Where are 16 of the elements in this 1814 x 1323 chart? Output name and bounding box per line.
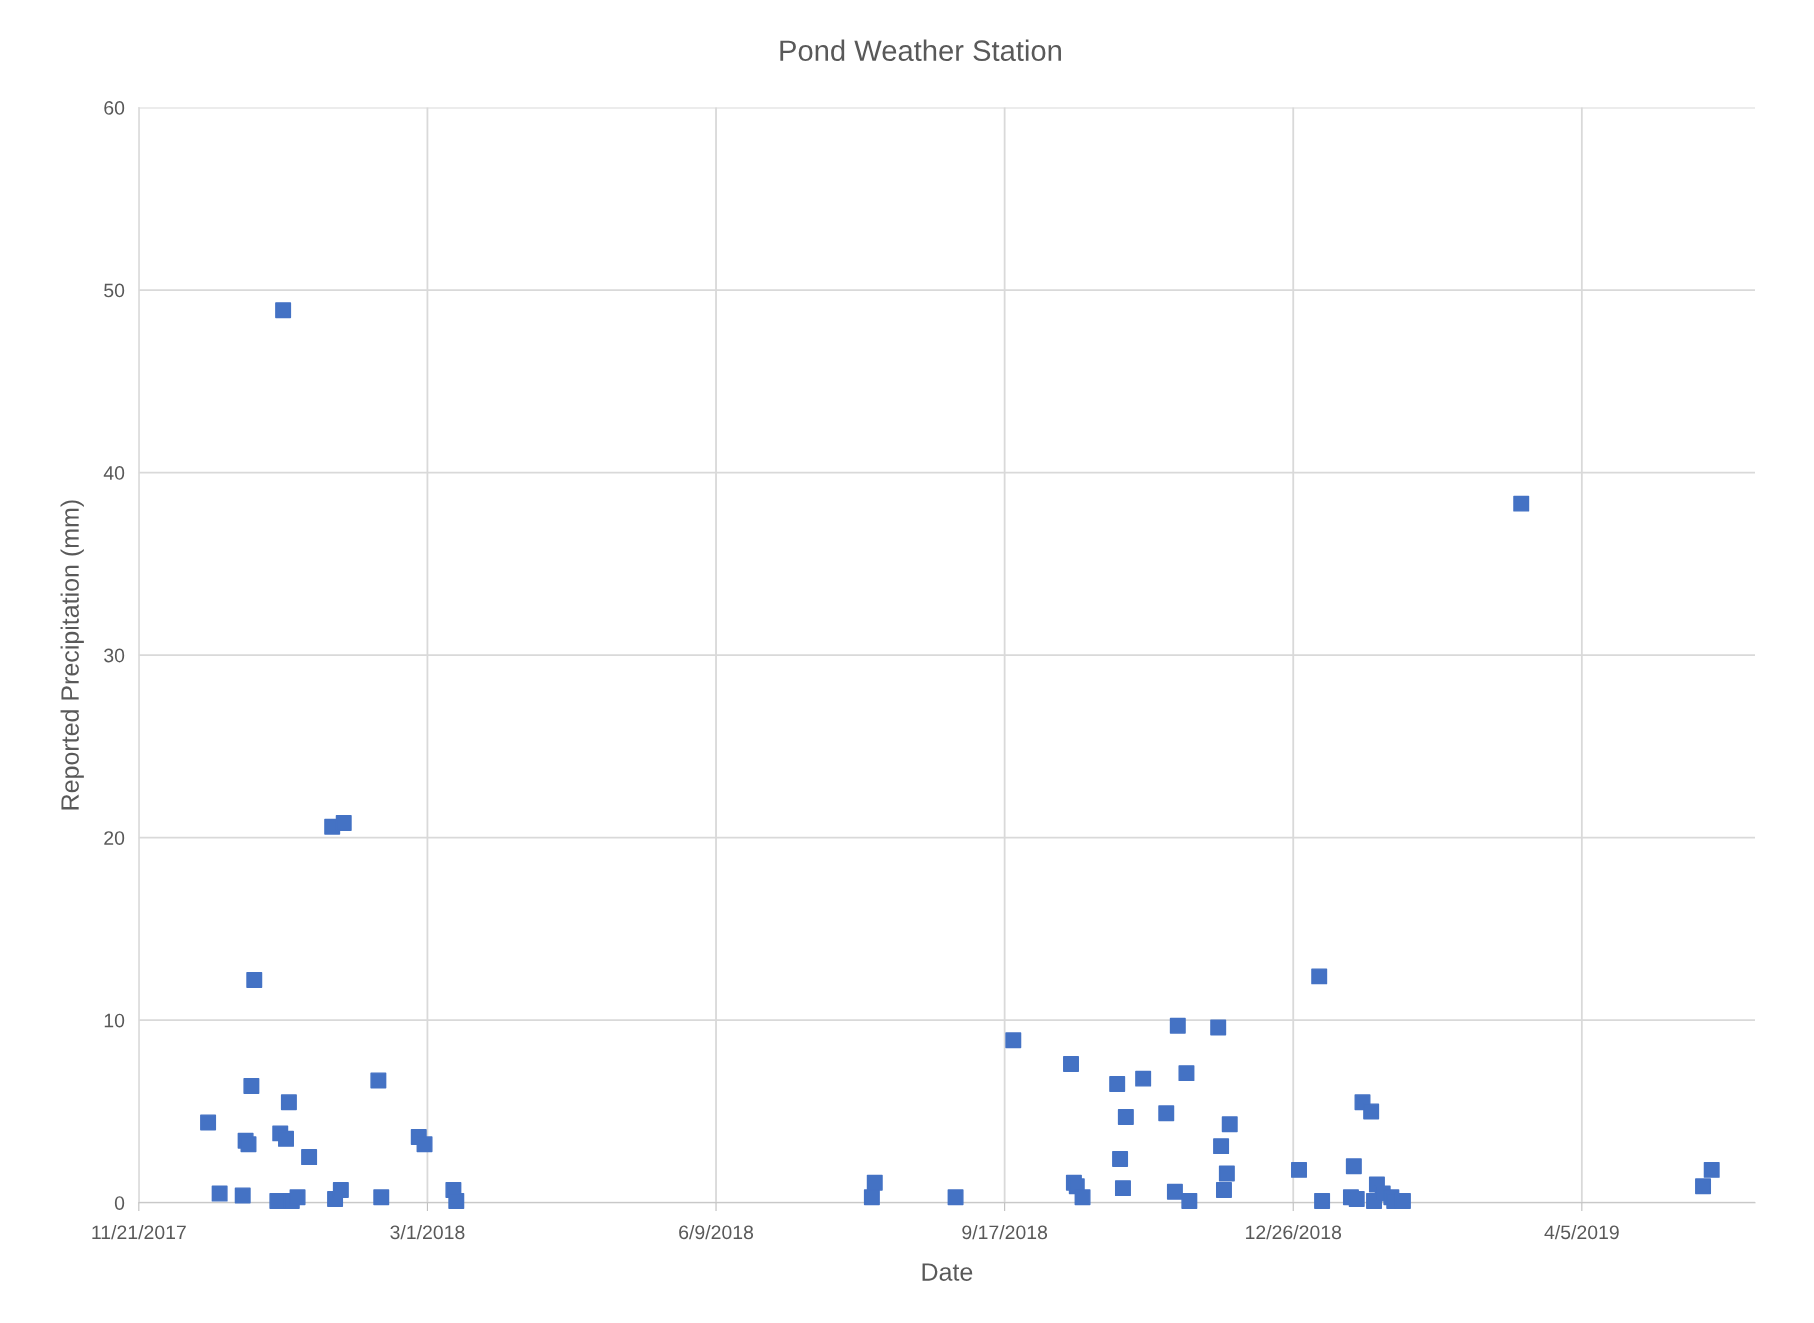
chart-title: Pond Weather Station <box>780 39 1061 62</box>
x-tick-label: 4/5/2019 <box>1544 1224 1619 1240</box>
y-tick-label: 60 <box>104 101 125 115</box>
x-tick-label: 9/17/2018 <box>962 1224 1048 1240</box>
y-tick-label: 20 <box>104 831 125 845</box>
x-tick-label: 12/26/2018 <box>1246 1224 1342 1240</box>
y-tick-label: 0 <box>114 1196 125 1210</box>
x-axis-title: Date <box>922 1263 973 1281</box>
y-tick-label: 10 <box>104 1013 125 1028</box>
y-tick-label: 50 <box>104 283 125 298</box>
x-tick-label: 6/9/2018 <box>679 1224 754 1240</box>
x-tick-label: 3/1/2018 <box>390 1224 465 1240</box>
y-tick-label: 30 <box>104 648 125 663</box>
x-tick-label: 11/21/2017 <box>92 1224 186 1240</box>
y-axis-title: Reported Precipitation (mm) <box>60 500 84 810</box>
y-tick-label: 40 <box>103 466 125 480</box>
